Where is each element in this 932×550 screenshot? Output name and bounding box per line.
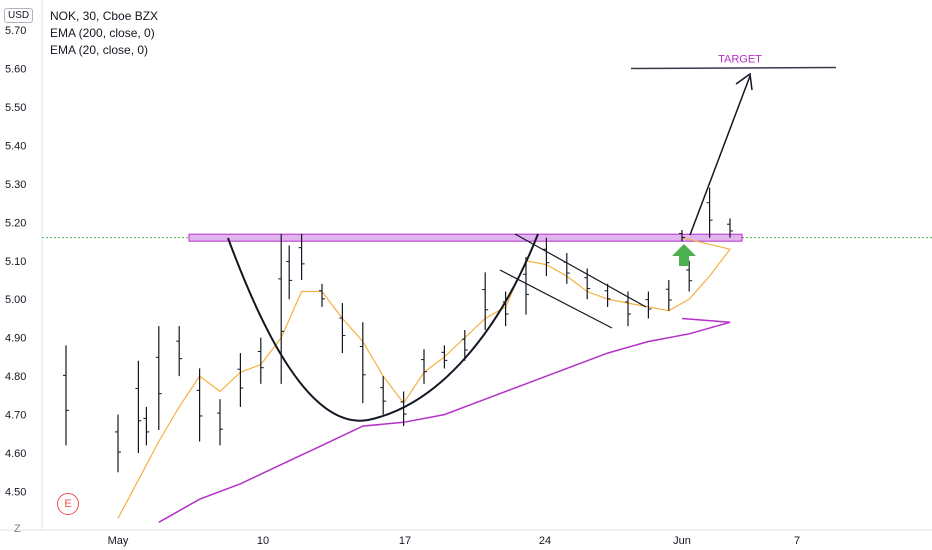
price-tick-label: 4.50 [5, 487, 26, 499]
time-tick-label: 17 [399, 535, 411, 547]
ema-20-legend[interactable]: EMA (20, close, 0) [50, 43, 149, 57]
ema-200-line [158, 317, 731, 523]
flag-channel-top-line[interactable] [514, 233, 647, 308]
time-tick-label: 10 [257, 535, 269, 547]
price-tick-label: 5.30 [5, 179, 26, 191]
resistance-band[interactable] [188, 233, 743, 242]
price-tick-label: 5.20 [5, 217, 26, 229]
price-tick-label: 4.60 [5, 448, 26, 460]
breakout-up-arrow-icon [672, 244, 696, 266]
price-tick-label: 5.60 [5, 63, 26, 75]
target-label: TARGET [718, 53, 762, 65]
price-tick-label: 5.70 [5, 25, 26, 37]
target-line[interactable] [630, 66, 837, 70]
price-tick-label: 5.10 [5, 256, 26, 268]
price-tick-label: 4.80 [5, 371, 26, 383]
price-tick-label: 4.90 [5, 333, 26, 345]
currency-button[interactable]: USD [4, 8, 34, 23]
time-tick-label: 7 [794, 535, 800, 547]
symbol-title[interactable]: NOK, 30, Cboe BZX [50, 9, 159, 23]
ema-200-legend[interactable]: EMA (200, close, 0) [50, 26, 155, 40]
cup-pattern-curve[interactable] [227, 233, 539, 422]
price-tick-label: 4.70 [5, 410, 26, 422]
projection-arrow-head [735, 72, 753, 91]
flag-channel-bottom-line[interactable] [499, 269, 613, 329]
time-tick-label: May [108, 535, 129, 547]
auto-scale-button[interactable]: Z [14, 523, 21, 535]
time-tick-label: Jun [673, 535, 691, 547]
time-tick-label: 24 [539, 535, 551, 547]
chart-legend: NOK, 30, Cboe BZX EMA (200, close, 0) EM… [50, 8, 158, 59]
price-axis[interactable]: 5.70 5.60 5.50 5.40 5.30 5.20 5.10 5.00 4.90 4.80… [5, 25, 26, 499]
price-tick-label: 5.00 [5, 294, 26, 306]
price-tick-label: 5.50 [5, 102, 26, 114]
price-tick-label: 5.40 [5, 140, 26, 152]
events-icon[interactable]: E [57, 493, 79, 515]
projection-arrow-line[interactable] [689, 75, 751, 236]
time-axis[interactable]: May 10 17 24 Jun 7 [108, 535, 800, 547]
